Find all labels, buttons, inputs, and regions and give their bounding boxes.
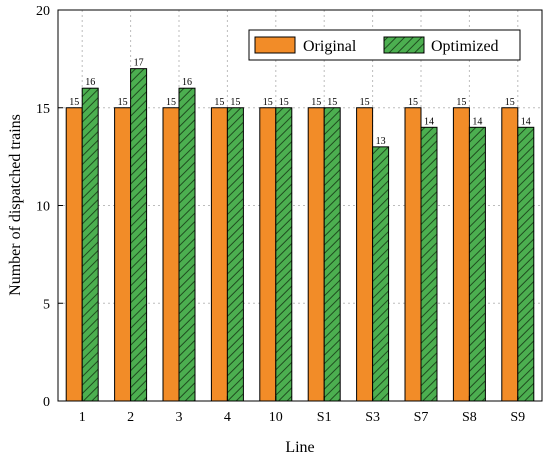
- data-label-optimized: 14: [521, 116, 531, 127]
- data-labels-group: 15 16 15 17 15 16 15 15 15 15 15 15 15 13 15 14 15 14 15 14: [69, 58, 531, 147]
- bar-optimized-s8: [468, 126, 486, 402]
- bar-optimized-1: [81, 87, 99, 402]
- data-label-optimized: 15: [279, 97, 289, 108]
- bar-optimized-s1: [323, 107, 341, 402]
- bar-original-s1: [307, 107, 325, 402]
- data-label-optimized: 14: [424, 116, 434, 127]
- y-axis-ticks: 0 5 10 15 20: [36, 4, 63, 410]
- data-label-original: 15: [166, 97, 176, 108]
- legend-swatch-original: [254, 36, 296, 54]
- x-tick-label: 4: [224, 410, 231, 425]
- data-label-original: 15: [360, 97, 370, 108]
- bar-original-s9: [501, 107, 519, 402]
- x-tick-label: S8: [462, 410, 477, 425]
- data-label-optimized: 13: [376, 136, 386, 147]
- data-label-optimized: 15: [327, 97, 337, 108]
- data-label-original: 15: [263, 97, 273, 108]
- bar-original-s3: [356, 107, 374, 402]
- y-tick-label: 5: [43, 297, 50, 312]
- x-tick-label: 3: [176, 410, 183, 425]
- bars-group: [65, 68, 535, 402]
- x-tick-label: 10: [269, 410, 283, 425]
- bar-original-s7: [404, 107, 422, 402]
- bar-optimized-s7: [420, 126, 438, 402]
- bar-original-s8: [452, 107, 470, 402]
- x-tick-label: 1: [79, 410, 86, 425]
- bar-optimized-3: [178, 87, 196, 402]
- x-tick-label: S3: [365, 410, 380, 425]
- data-label-original: 15: [69, 97, 79, 108]
- x-axis-title: Line: [285, 439, 314, 456]
- data-label-optimized: 17: [134, 58, 144, 69]
- bar-optimized-2: [130, 68, 148, 402]
- legend-label-original: Original: [303, 38, 357, 55]
- bar-original-4: [210, 107, 228, 402]
- data-label-original: 15: [456, 97, 466, 108]
- x-tick-label: S9: [510, 410, 525, 425]
- x-tick-label: S1: [317, 410, 332, 425]
- data-label-original: 15: [311, 97, 321, 108]
- data-label-original: 15: [118, 97, 128, 108]
- data-label-optimized: 16: [182, 77, 192, 88]
- data-label-optimized: 16: [85, 77, 95, 88]
- legend-swatch-optimized: [383, 36, 425, 54]
- data-label-optimized: 14: [472, 116, 482, 127]
- bar-original-3: [162, 107, 180, 402]
- bar-original-2: [114, 107, 132, 402]
- y-tick-label: 20: [36, 4, 50, 19]
- x-tick-label: S7: [414, 410, 429, 425]
- bar-original-1: [65, 107, 83, 402]
- y-tick-label: 10: [36, 200, 50, 215]
- x-axis-ticks: 1 2 3 4 10 S1 S3 S7 S8 S9: [79, 396, 525, 425]
- y-tick-label: 0: [43, 395, 50, 410]
- data-label-original: 15: [214, 97, 224, 108]
- data-label-optimized: 15: [230, 97, 240, 108]
- y-tick-label: 15: [36, 102, 50, 117]
- x-tick-label: 2: [127, 410, 134, 425]
- bar-optimized-s9: [517, 126, 535, 402]
- legend-label-optimized: Optimized: [431, 38, 499, 55]
- bar-optimized-s3: [372, 146, 390, 402]
- bar-optimized-4: [226, 107, 244, 402]
- y-axis-title: Number of dispatched trains: [7, 114, 24, 296]
- data-label-original: 15: [408, 97, 418, 108]
- bar-original-10: [259, 107, 277, 402]
- legend: Original Optimized: [248, 29, 521, 61]
- data-label-original: 15: [505, 97, 515, 108]
- bar-optimized-10: [275, 107, 293, 402]
